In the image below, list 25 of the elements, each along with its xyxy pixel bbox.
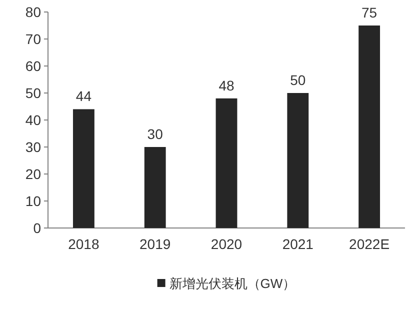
data-label: 48 bbox=[218, 77, 234, 94]
data-label: 30 bbox=[147, 126, 164, 142]
y-tick-label: 0 bbox=[33, 220, 42, 236]
x-tick-label: 2019 bbox=[140, 236, 171, 252]
x-tick-label: 2020 bbox=[210, 236, 242, 252]
data-label: 50 bbox=[290, 72, 306, 88]
y-tick-label: 70 bbox=[25, 31, 42, 47]
y-tick-label: 40 bbox=[25, 112, 42, 128]
legend-label: 新增光伏装机（GW） bbox=[169, 276, 296, 291]
data-label: 75 bbox=[362, 4, 378, 20]
y-tick-label: 10 bbox=[25, 193, 42, 209]
y-tick-label: 20 bbox=[25, 166, 42, 182]
x-tick-label: 2021 bbox=[282, 236, 314, 252]
bar bbox=[216, 98, 238, 228]
bar bbox=[358, 26, 380, 228]
bar bbox=[72, 109, 94, 228]
y-tick-label: 80 bbox=[25, 4, 42, 20]
bar bbox=[144, 147, 166, 228]
bar bbox=[287, 93, 309, 228]
y-tick-label: 30 bbox=[25, 139, 42, 155]
y-tick-label: 60 bbox=[25, 58, 42, 74]
data-label: 44 bbox=[76, 88, 92, 104]
x-tick-label: 2022E bbox=[349, 236, 390, 252]
x-tick-label: 2018 bbox=[68, 236, 100, 252]
y-tick-label: 50 bbox=[25, 85, 42, 101]
